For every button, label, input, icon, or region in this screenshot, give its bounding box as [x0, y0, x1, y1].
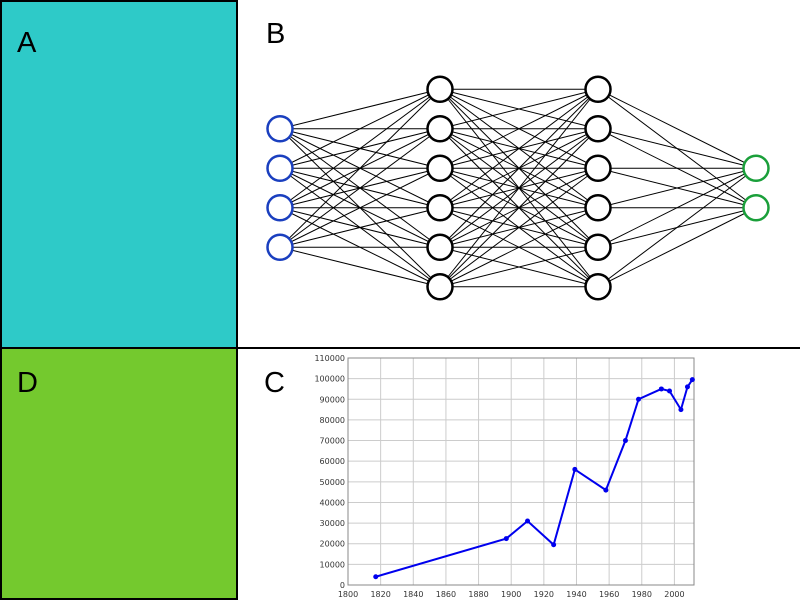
- network-edge: [279, 88, 441, 130]
- x-tick-label: 1860: [436, 590, 456, 599]
- network-node: [426, 115, 454, 143]
- network-edge: [279, 88, 441, 248]
- data-point: [667, 388, 673, 394]
- data-point: [572, 466, 578, 472]
- y-tick-label: 40000: [320, 498, 345, 507]
- x-tick-label: 1940: [566, 590, 586, 599]
- network-edge: [439, 88, 599, 209]
- network-edge: [279, 246, 441, 288]
- network-edge: [597, 167, 757, 248]
- y-tick-label: 30000: [320, 519, 345, 528]
- network-node: [584, 194, 612, 222]
- y-tick-label: 10000: [320, 560, 345, 569]
- network-node: [266, 194, 294, 222]
- panel-a-label: A: [17, 27, 37, 59]
- chart-grid: [347, 357, 695, 586]
- network-edge: [439, 88, 599, 288]
- y-tick-label: 20000: [320, 540, 345, 549]
- network-edge: [279, 207, 441, 248]
- y-tick-label: 100000: [314, 375, 345, 384]
- network-edge: [597, 88, 757, 169]
- x-tick-label: 1800: [338, 590, 358, 599]
- line-chart: 1800 1820 1840 1860 1880 1900 1920 1940 1960 1980…: [314, 354, 695, 599]
- panel-c-label: C: [264, 367, 285, 399]
- y-tick-label: 90000: [320, 395, 345, 404]
- data-point: [689, 377, 695, 383]
- network-edge: [439, 246, 599, 288]
- y-tick-label: 50000: [320, 478, 345, 487]
- network-node: [584, 115, 612, 143]
- panel-b: B: [236, 0, 800, 349]
- network-node: [426, 154, 454, 182]
- network-edges: [279, 88, 757, 288]
- data-point: [603, 487, 609, 493]
- data-point: [636, 396, 642, 402]
- x-tick-label: 1900: [501, 590, 521, 599]
- data-point: [551, 542, 557, 548]
- network-edge: [279, 128, 441, 248]
- network-node: [426, 75, 454, 103]
- network-edge: [597, 128, 757, 169]
- network-edge: [439, 167, 599, 288]
- network-edge: [597, 207, 757, 288]
- panel-a: A: [0, 0, 238, 349]
- network-edge: [439, 88, 599, 248]
- x-tick-label: 2000: [664, 590, 684, 599]
- network-node: [742, 154, 770, 182]
- neural-network-diagram: [266, 75, 770, 301]
- y-tick-label: 80000: [320, 416, 345, 425]
- network-edge: [597, 167, 757, 288]
- panel-c: C 1800 1820 1840 1860 1880 1900 1920 1940 1960 19…: [236, 347, 800, 600]
- network-node: [742, 194, 770, 222]
- network-edge: [439, 88, 599, 169]
- series-line: [375, 379, 694, 578]
- network-node: [426, 233, 454, 261]
- network-edge: [279, 88, 441, 169]
- x-tick-label: 1960: [599, 590, 619, 599]
- panel-b-label: B: [266, 18, 286, 50]
- network-node: [426, 194, 454, 222]
- y-tick-label: 60000: [320, 457, 345, 466]
- data-point: [678, 407, 684, 413]
- network-edge: [279, 167, 441, 248]
- network-node: [426, 273, 454, 301]
- network-node: [584, 273, 612, 301]
- network-edge: [439, 88, 599, 130]
- network-node: [584, 75, 612, 103]
- x-tick-label: 1820: [370, 590, 390, 599]
- x-tick-label: 1840: [403, 590, 423, 599]
- network-edge: [597, 167, 757, 209]
- network-node: [266, 115, 294, 143]
- data-point: [622, 438, 628, 444]
- panel-d: D: [0, 347, 238, 600]
- y-tick-label: 110000: [314, 354, 345, 363]
- y-tick-label: 0: [340, 581, 345, 590]
- network-edge: [439, 207, 599, 288]
- data-point: [525, 518, 531, 524]
- plot-frame: [347, 357, 695, 586]
- network-node: [266, 154, 294, 182]
- data-point: [373, 574, 379, 580]
- network-node: [584, 154, 612, 182]
- data-point: [503, 536, 509, 542]
- panel-d-label: D: [17, 367, 38, 399]
- network-node: [266, 233, 294, 261]
- data-point: [684, 384, 690, 390]
- network-node: [584, 233, 612, 261]
- data-point: [658, 386, 664, 392]
- x-tick-label: 1880: [468, 590, 488, 599]
- y-tick-label: 70000: [320, 437, 345, 446]
- network-edge: [279, 88, 441, 209]
- x-tick-label: 1980: [632, 590, 652, 599]
- x-tick-label: 1920: [534, 590, 554, 599]
- network-edge: [439, 128, 599, 288]
